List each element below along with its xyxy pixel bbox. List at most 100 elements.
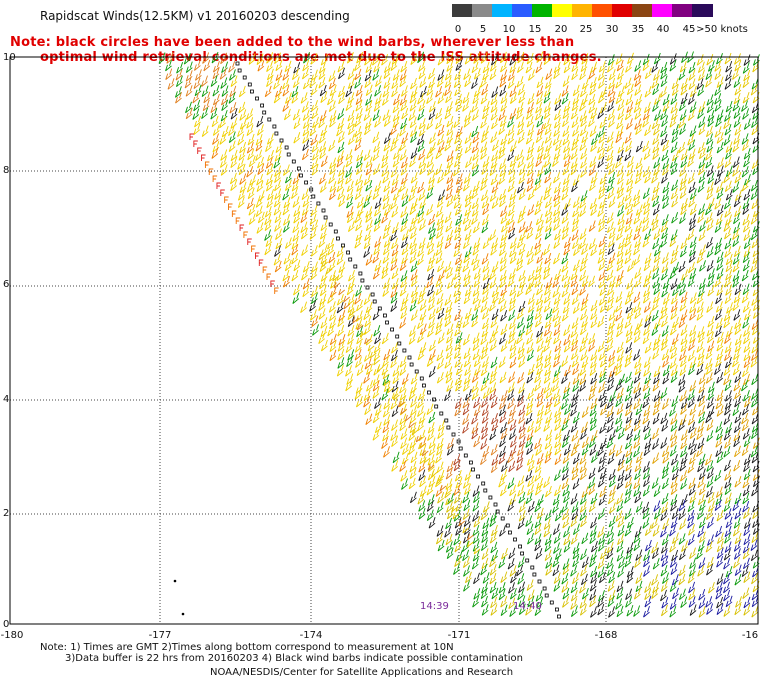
wind-barb (725, 325, 733, 338)
wind-barb (517, 156, 525, 169)
contamination-marker (488, 495, 493, 500)
lon-label-171: -171 (447, 630, 471, 641)
wind-barb (660, 509, 668, 522)
wind-barb (734, 334, 742, 346)
wind-barb (689, 332, 697, 344)
wind-barb (419, 85, 427, 98)
wind-barb (428, 317, 436, 329)
wind-barb (633, 189, 641, 202)
wind-barb (579, 373, 587, 386)
wind-barb (563, 341, 571, 353)
wind-barb (383, 414, 391, 426)
wind-barb (472, 532, 480, 544)
wind-barb (544, 284, 551, 296)
wind-barb (535, 195, 543, 208)
wind-barb (597, 540, 605, 552)
wind-barb (687, 93, 695, 105)
wind-barb (688, 484, 696, 496)
wind-barb (536, 597, 544, 609)
wind-barb (444, 357, 452, 369)
wind-barb (606, 331, 614, 344)
wind-barb (579, 581, 586, 594)
wind-barb (697, 61, 705, 74)
wind-barb (355, 156, 363, 169)
wind-barb (598, 494, 606, 506)
wind-barb (553, 469, 561, 481)
wind-barb (725, 189, 733, 201)
wind-barb (635, 93, 643, 106)
wind-barb (257, 156, 264, 169)
wind-barb (527, 475, 535, 488)
wind-barb (482, 156, 490, 168)
wind-barb (714, 198, 722, 210)
wind-barb (482, 237, 490, 250)
wind-barb (561, 309, 569, 322)
wind-barb (391, 174, 399, 186)
wind-barb (311, 285, 318, 298)
wind-barb (553, 171, 560, 184)
wind-barb (716, 596, 724, 609)
wind-barb (723, 605, 731, 617)
wind-barb (300, 92, 308, 104)
wind-barb (446, 437, 454, 450)
wind-barb (588, 477, 596, 489)
wind-barb (597, 596, 605, 608)
wind-barb (410, 53, 418, 65)
wind-barb (572, 133, 580, 146)
wind-barb (444, 261, 452, 273)
wind-barb (741, 179, 749, 192)
wind-barb (193, 77, 201, 90)
wind-barb (716, 348, 724, 361)
wind-barb (624, 390, 632, 402)
wind-barb (355, 108, 363, 120)
wind-barb (369, 351, 377, 359)
wind-barb (355, 93, 363, 105)
wind-barb (418, 412, 426, 424)
wind-barb (698, 405, 706, 417)
wind-barb (536, 165, 544, 177)
wind-barb (436, 236, 444, 248)
wind-barb (679, 165, 687, 177)
wind-barb (581, 356, 589, 369)
wind-barb (337, 357, 345, 369)
wind-barb (733, 92, 741, 105)
wind-barb (741, 444, 749, 457)
map-title: Rapidscat Winds(12.5KM) v1 20160203 desc… (40, 9, 350, 23)
wind-barb (617, 99, 625, 112)
wind-barb (716, 132, 724, 144)
wind-barb (481, 421, 488, 434)
wind-barb (724, 492, 732, 505)
wind-barb (292, 292, 300, 304)
wind-barb (192, 108, 200, 120)
wind-barb (445, 347, 453, 360)
wind-barb (544, 316, 552, 329)
wind-barb (705, 125, 713, 138)
wind-barb (329, 340, 337, 353)
wind-barb (561, 355, 569, 367)
wind-barb (617, 454, 625, 466)
contamination-circles (173, 61, 561, 619)
wind-barb (527, 484, 534, 496)
wind-barb (499, 236, 507, 249)
wind-barb (687, 516, 695, 529)
wind-barb (544, 356, 552, 369)
wind-barb (509, 284, 517, 297)
wind-barb (239, 173, 247, 185)
wind-barb (687, 396, 695, 408)
wind-barb (293, 283, 300, 296)
wind-barb (481, 107, 489, 120)
wind-barb (635, 549, 643, 561)
wind-barb (624, 220, 632, 233)
wind-barb (426, 118, 434, 130)
wind-barb (343, 295, 350, 303)
wind-barb (687, 275, 695, 288)
wind-barb (409, 227, 417, 240)
wind-barb (329, 317, 337, 330)
contamination-marker (483, 488, 488, 493)
wind-barb (716, 573, 724, 585)
wind-barb (625, 588, 633, 601)
wind-barb (715, 436, 723, 448)
wind-barb (705, 486, 713, 498)
wind-barb (455, 173, 463, 185)
